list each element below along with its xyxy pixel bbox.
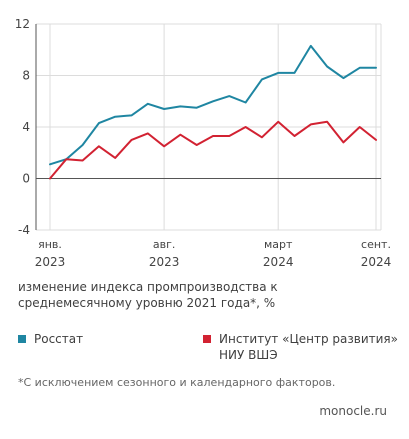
x-tick-label-year: 2023: [35, 255, 66, 269]
footnote: *С исключением сезонного и календарного …: [18, 376, 336, 389]
x-tick-label-month: янв.: [38, 238, 62, 251]
chart-caption: изменение индекса промпроизводства к сре…: [18, 280, 278, 310]
series-lines: [49, 44, 377, 180]
series-line-hse: [49, 120, 377, 180]
legend-swatch-hse: [203, 335, 211, 343]
chart-area: 12 8 4 0 -4 янв. 2023 авг. 2023 март 2024 сент. 2024: [15, 17, 392, 269]
x-tick-label-month: март: [264, 238, 293, 251]
x-tick-label-month: сент.: [361, 238, 391, 251]
source-label: monocle.ru: [319, 404, 387, 418]
x-tick-label-month: авг.: [153, 238, 176, 251]
grid: [36, 23, 382, 231]
y-tick-label: 4: [22, 120, 30, 134]
x-tick-label-year: 2024: [361, 255, 392, 269]
y-tick-label: 8: [22, 69, 30, 83]
y-tick-label: 0: [22, 172, 30, 186]
series-line-rosstat: [49, 44, 377, 166]
legend-swatch-rosstat: [18, 335, 26, 343]
legend-label-rosstat: Росстат: [34, 332, 84, 346]
x-tick-label-year: 2024: [263, 255, 294, 269]
axes: [35, 24, 381, 230]
y-tick-label: -4: [18, 223, 30, 237]
legend-label-hse-line2: НИУ ВШЭ: [219, 348, 278, 362]
y-tick-label: 12: [15, 17, 30, 31]
x-tick-label-year: 2023: [149, 255, 180, 269]
legend-label-hse-line1: Институт «Центр развития»: [219, 332, 398, 346]
tick-labels: 12 8 4 0 -4 янв. 2023 авг. 2023 март 2024 сент. 2024: [15, 17, 392, 269]
